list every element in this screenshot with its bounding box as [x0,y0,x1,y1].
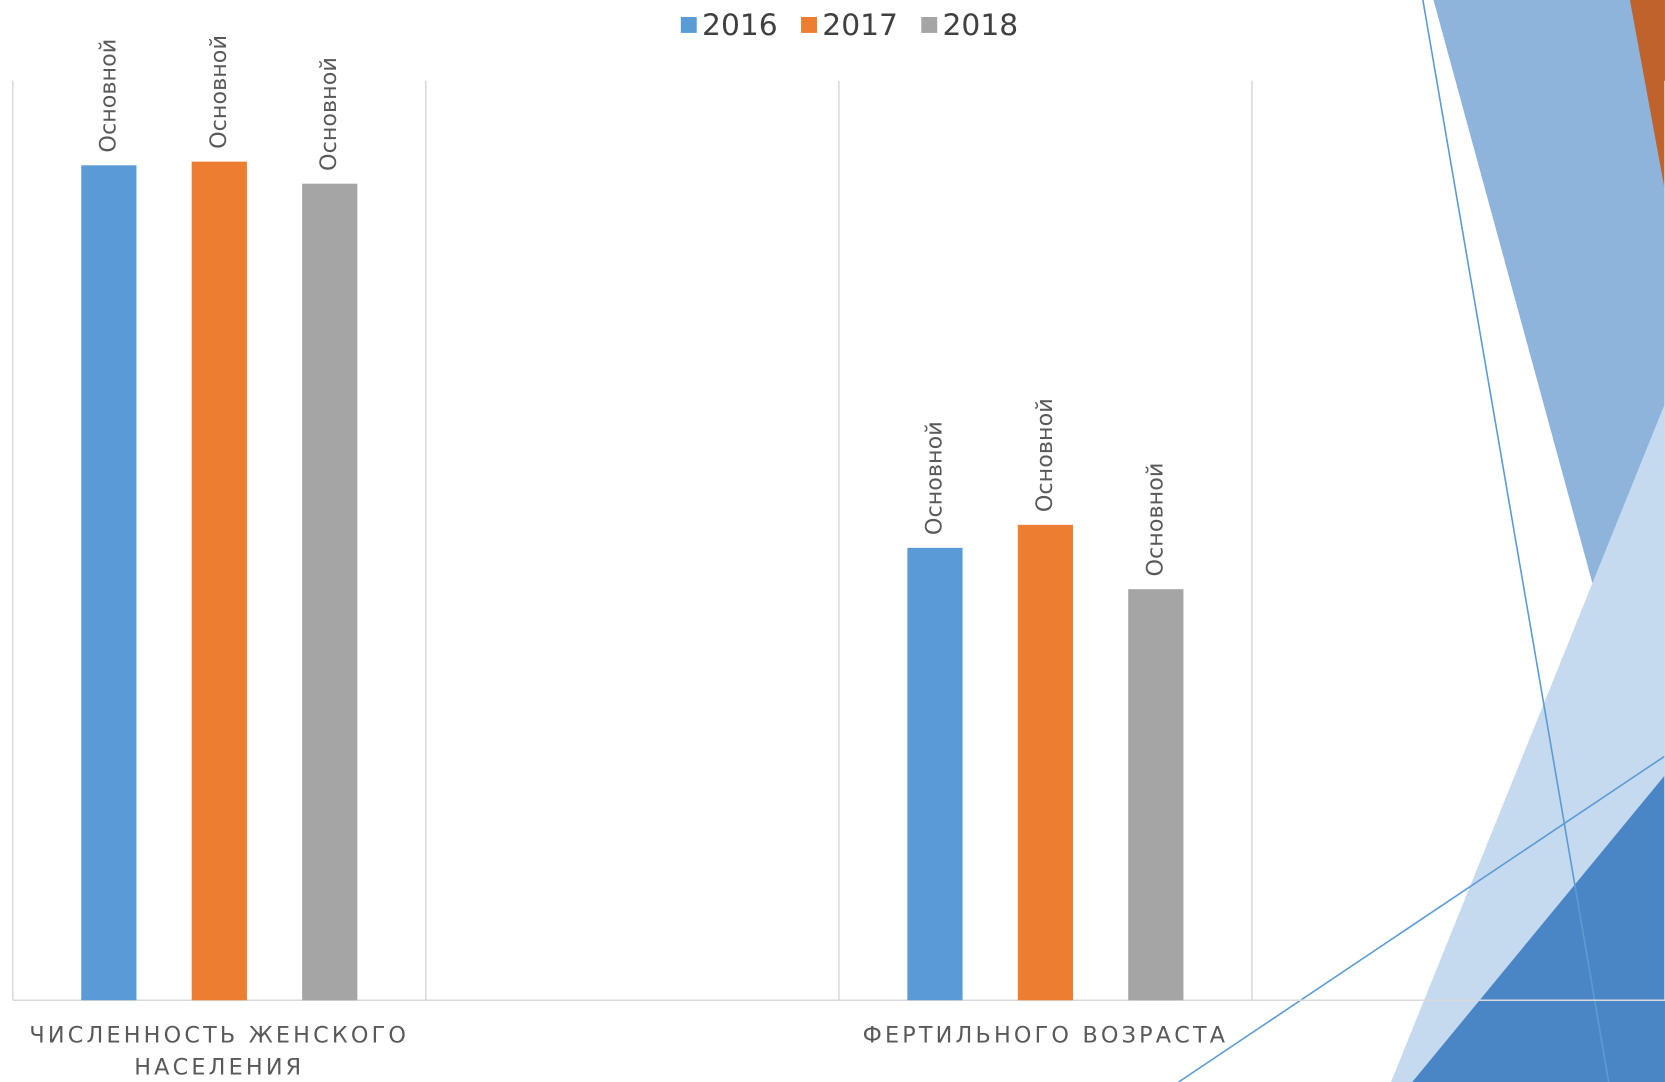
decor-shape [1629,0,1665,192]
decor-line [1178,755,1665,1082]
legend-label: 2017 [822,8,898,43]
bar [1017,524,1074,1001]
x-tick-label: ЧИСЛЕННОСТЬ ЖЕНСКОГО НАСЕЛЕНИЯ [29,1022,410,1080]
bar [1128,589,1184,1001]
legend-label: 2018 [943,8,1019,43]
data-label: Основной [1032,398,1058,512]
data-label: Основной [921,421,947,535]
bar [907,547,963,1001]
x-label-box: ЧИСЛЕННОСТЬ ЖЕНСКОГО НАСЕЛЕНИЯ [29,1022,410,1080]
legend-swatch [680,16,697,33]
decor-line [1422,0,1610,1082]
legend: 2016 2017 2018 [680,8,1019,43]
legend-label: 2016 [702,8,778,43]
bar [191,161,247,1001]
bar [302,183,358,1001]
data-label: Основной [316,57,342,171]
decoration [1178,0,1665,1082]
bar [81,165,137,1001]
x-label-box: ФЕРТИЛЬНОГО ВОЗРАСТА [862,1022,1229,1049]
legend-swatch [801,16,817,33]
data-label: Основной [206,35,232,149]
legend-swatch [921,16,938,33]
data-label: Основной [1142,463,1168,577]
x-tick-label: ФЕРТИЛЬНОГО ВОЗРАСТА [862,1022,1229,1049]
data-label: Основной [95,39,121,153]
